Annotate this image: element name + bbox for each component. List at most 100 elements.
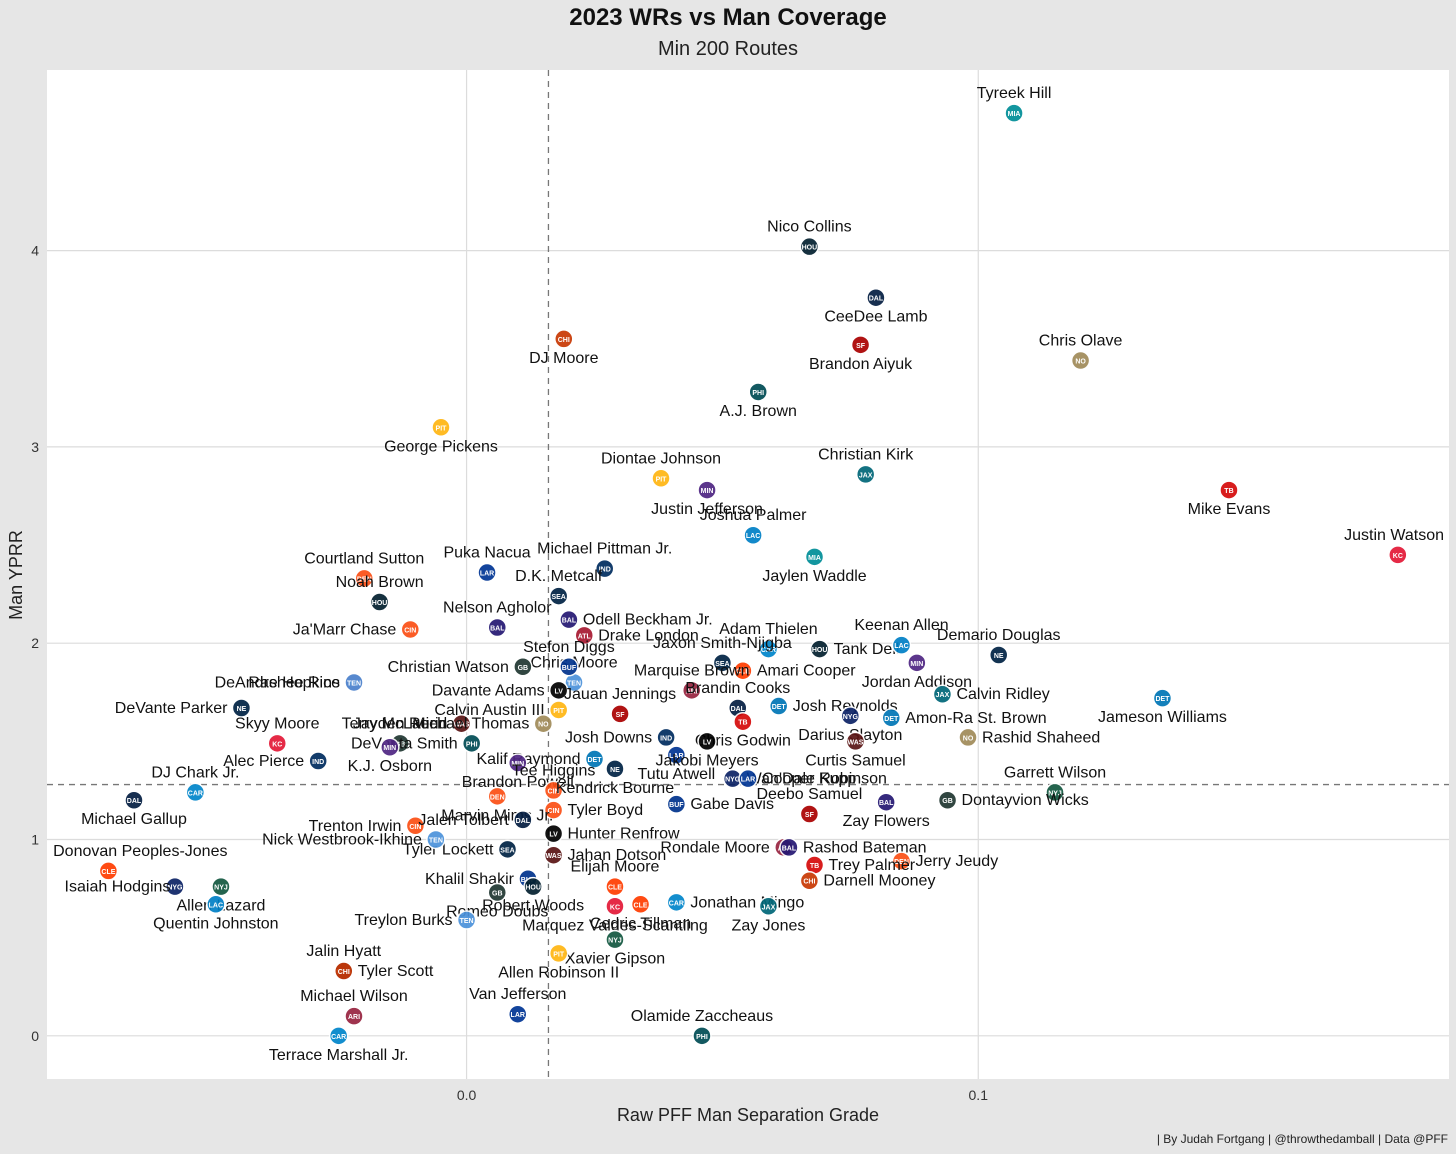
team-logo-marker [554,329,574,349]
team-logo-marker [630,894,651,915]
plot-panel [47,70,1449,1079]
team-logo-marker [543,845,564,865]
team-logo-marker [733,660,753,681]
team-logo-marker [513,657,533,677]
team-abbrev: PHI [752,390,764,397]
team-logo-marker [231,698,252,718]
player-point: BAL Nelson Agholor [443,600,552,638]
team-logo-marker [937,790,958,810]
player-label: Alec Pierce [223,753,304,770]
player-label: Zay Flowers [843,813,930,830]
player-label: Justin Watson [1344,527,1444,544]
team-abbrev: CLE [634,902,648,909]
team-abbrev: SF [856,343,866,350]
team-abbrev: NE [994,653,1004,660]
team-abbrev: CAR [761,647,776,654]
player-point: SF Jauan Jennings [564,686,676,724]
team-logo-marker [958,727,978,748]
team-abbrev: LV [549,832,558,839]
player-label: Amari Cooper [757,663,856,680]
team-logo-marker [891,635,912,655]
player-label: Zay Jones [732,917,806,934]
player-point: PIT Allen Robinson II [498,943,619,981]
team-logo-marker [559,609,579,630]
player-label: Terry McLaurin [342,716,448,733]
team-logo-marker [185,782,206,803]
player-label: Jaxon Smith-Njigba [653,635,792,652]
team-logo-marker [543,800,564,820]
player-point: NO Rashid Shaheed [958,727,1100,748]
team-logo-marker [712,653,733,673]
team-abbrev: CLE [736,669,750,676]
player-label: Van Jefferson [469,986,566,1003]
team-logo-marker [779,837,799,858]
team-abbrev: NO [538,722,549,729]
player-label: Dontayvion Wicks [962,792,1089,809]
team-abbrev: PHI [466,741,478,748]
team-abbrev: NYG [725,777,741,784]
team-abbrev: NYJ [608,938,622,945]
team-logo-marker [400,619,421,640]
team-logo-marker [809,639,830,659]
team-abbrev: JAX [762,904,776,911]
player-label: Cedric Tillman [590,915,691,932]
player-label: Rashod Bateman [803,839,927,856]
player-point: PHI A.J. Brown [720,382,797,420]
player-label: Kalif Raymond [476,751,580,768]
team-abbrev: MIN [701,488,714,495]
team-logo-marker [866,287,886,308]
player-point: IND Alec Pierce [223,751,328,771]
player-point: CLE Donovan Peoples-Jones [53,843,227,881]
player-label: Marquez Valdes-Scantling [522,917,708,934]
player-label: Rondale Moore [660,839,770,856]
player-label: Tee Higgins [512,762,596,779]
player-label: Keenan Allen [854,617,948,634]
team-abbrev: DET [884,716,899,723]
team-abbrev: MIN [383,745,396,752]
team-abbrev: HOU [802,245,818,252]
team-abbrev: WAS [546,853,562,860]
player-label: Skyy Moore [235,715,320,732]
team-abbrev: DAL [731,706,746,713]
player-point: NE DeVante Parker [115,698,252,718]
team-logo-marker [799,236,820,257]
team-logo-marker [497,839,518,860]
player-label: DJ Moore [529,350,598,367]
player-label: Puka Nacua [443,545,530,562]
team-logo-marker [697,480,717,500]
x-axis-label: Raw PFF Man Separation Grade [617,1105,879,1125]
team-logo-marker [738,768,758,789]
team-logo-marker [799,870,820,891]
team-abbrev: DAL [869,296,884,303]
team-logo-marker [513,810,533,830]
player-point: HOU Robert Woods [482,876,584,915]
team-abbrev: WAS [453,722,469,729]
team-logo-marker [98,861,119,881]
team-logo-marker [1219,480,1239,500]
player-point: BUF Gabe Davis [666,794,774,814]
team-logo-marker [605,759,625,779]
team-abbrev: HOU [812,647,828,654]
player-point: TEN DeAndre Hopkins [215,672,364,693]
player-point: SF Brandon Aiyuk [809,335,913,373]
player-label: Garrett Wilson [1004,764,1106,781]
team-logo-marker [605,876,625,897]
player-label: Trenton Irwin [309,818,402,835]
player-label: Justin Jefferson [651,501,763,518]
team-abbrev: JAX [936,692,950,699]
player-label: Tank Dell [834,641,900,658]
player-point: CLE Elijah Moore [570,859,660,897]
team-logo-marker [559,657,579,677]
team-abbrev: SEA [500,847,514,854]
team-abbrev: MIA [808,555,821,562]
player-label: Mike Evans [1188,501,1271,518]
player-point: IND Michael Pittman Jr. [537,541,672,579]
team-logo-marker [988,645,1009,665]
team-abbrev: TB [738,720,747,727]
team-abbrev: CAR [188,790,203,797]
team-abbrev: LAR [480,571,494,578]
player-point: MIN K.J. Osborn [348,737,432,775]
team-logo-marker [907,653,927,673]
team-abbrev: IND [660,735,672,742]
player-point: NE Kendrick Bourne [556,759,674,797]
